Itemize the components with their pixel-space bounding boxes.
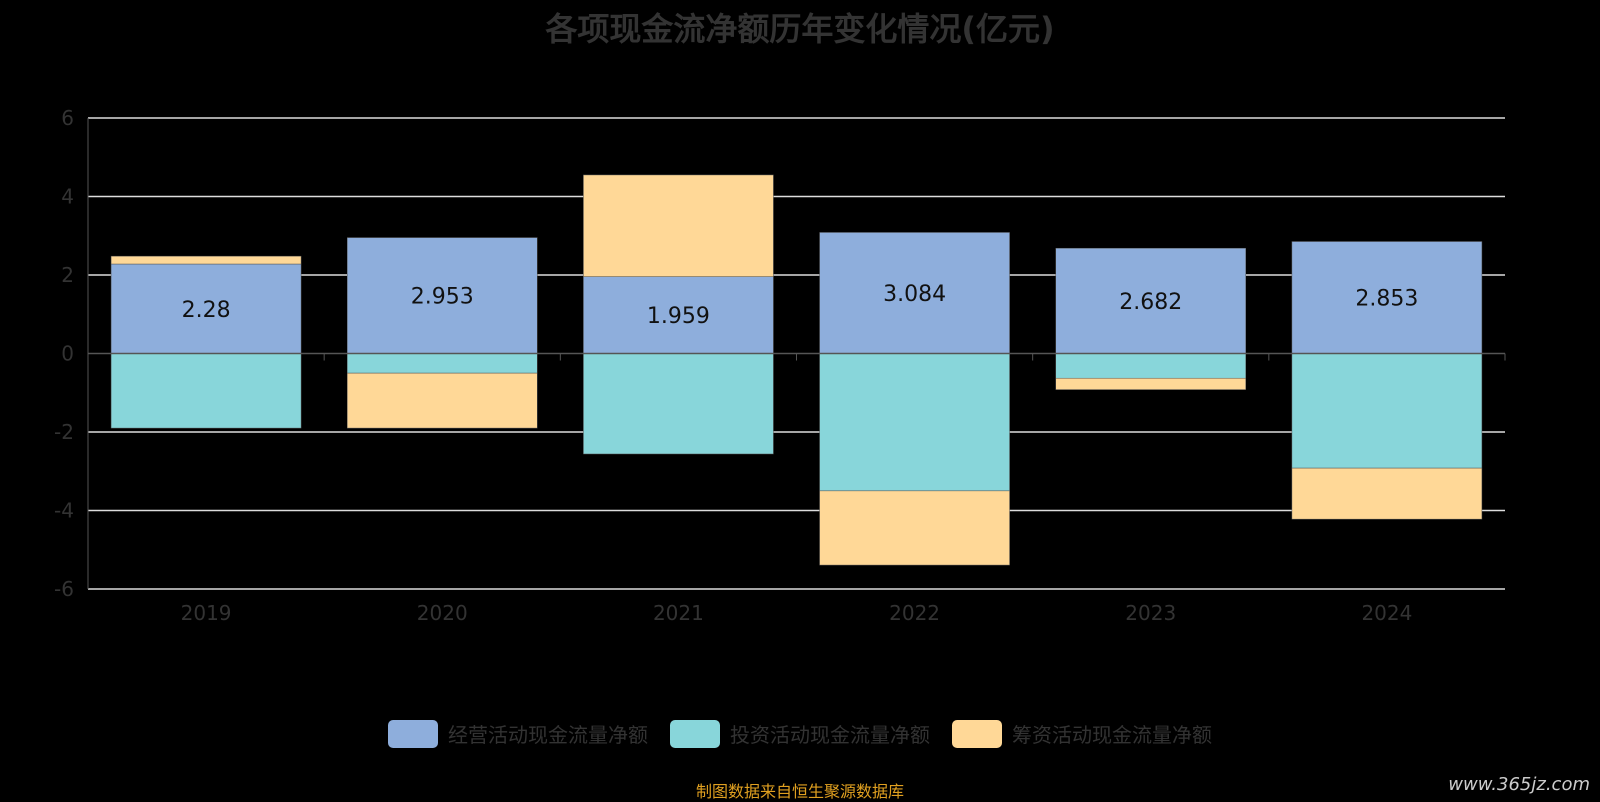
bar-2019-series-2 xyxy=(110,255,302,265)
bar-2022-series-0 xyxy=(819,232,1010,354)
legend-item[interactable]: 筹资活动现金流量净额 xyxy=(952,719,1212,748)
legend: 经营活动现金流量净额 投资活动现金流量净额 筹资活动现金流量净额 xyxy=(0,719,1600,748)
bar-2023-series-1 xyxy=(1055,353,1246,379)
bar-2021-series-2 xyxy=(583,174,774,277)
legend-label: 筹资活动现金流量净额 xyxy=(1012,723,1212,747)
legend-item[interactable]: 经营活动现金流量净额 xyxy=(388,719,648,748)
data-label: 2.953 xyxy=(411,285,474,310)
legend-swatch xyxy=(670,719,720,748)
x-tick-label: 2021 xyxy=(653,601,704,625)
bar-2024-series-2 xyxy=(1291,467,1483,520)
y-tick-label: -4 xyxy=(54,499,74,523)
bar-2020-series-1 xyxy=(347,353,538,374)
y-tick-label: 6 xyxy=(61,106,74,130)
data-label: 1.959 xyxy=(647,304,710,329)
bar-2023-series-2 xyxy=(1055,377,1246,390)
x-tick-label: 2020 xyxy=(417,601,468,625)
data-label: 3.084 xyxy=(883,282,946,307)
y-tick-label: 4 xyxy=(61,185,74,209)
bar-2019-series-1 xyxy=(110,353,302,429)
bar-2021-series-1 xyxy=(583,353,774,455)
legend-label: 经营活动现金流量净额 xyxy=(448,723,648,747)
chart-title: 各项现金流净额历年变化情况(亿元) xyxy=(545,10,1055,48)
x-tick-label: 2019 xyxy=(181,601,232,625)
y-tick-label: 0 xyxy=(61,342,74,366)
legend-swatch xyxy=(388,719,438,748)
data-label: 2.28 xyxy=(182,298,231,323)
data-label: 2.853 xyxy=(1355,287,1418,312)
x-tick-label: 2022 xyxy=(889,601,940,625)
x-tick-label: 2024 xyxy=(1361,601,1412,625)
legend-label: 投资活动现金流量净额 xyxy=(730,723,930,747)
y-tick-label: -2 xyxy=(54,420,74,444)
chart-plot: 6 4 2 0 -2 -4 -6 2.28 2019 2.953 2020 1.959 2021 3.08… xyxy=(54,106,1506,625)
bar-2023-series-0 xyxy=(1055,247,1246,354)
y-tick-label: 2 xyxy=(61,263,74,287)
bar-2020-series-0 xyxy=(347,237,538,354)
x-tick-label: 2023 xyxy=(1125,601,1176,625)
legend-swatch xyxy=(952,719,1002,748)
y-tick-label: -6 xyxy=(54,577,74,601)
data-label: 2.682 xyxy=(1119,290,1182,315)
watermark: www.365jz.com xyxy=(1448,774,1590,795)
bar-2024-series-0 xyxy=(1291,241,1483,354)
bar-2020-series-2 xyxy=(347,372,538,429)
bar-2022-series-1 xyxy=(819,353,1010,492)
source-note: 制图数据来自恒生聚源数据库 xyxy=(695,782,904,801)
legend-item[interactable]: 投资活动现金流量净额 xyxy=(670,719,930,748)
bar-2022-series-2 xyxy=(819,490,1010,566)
bar-2024-series-1 xyxy=(1291,353,1483,469)
